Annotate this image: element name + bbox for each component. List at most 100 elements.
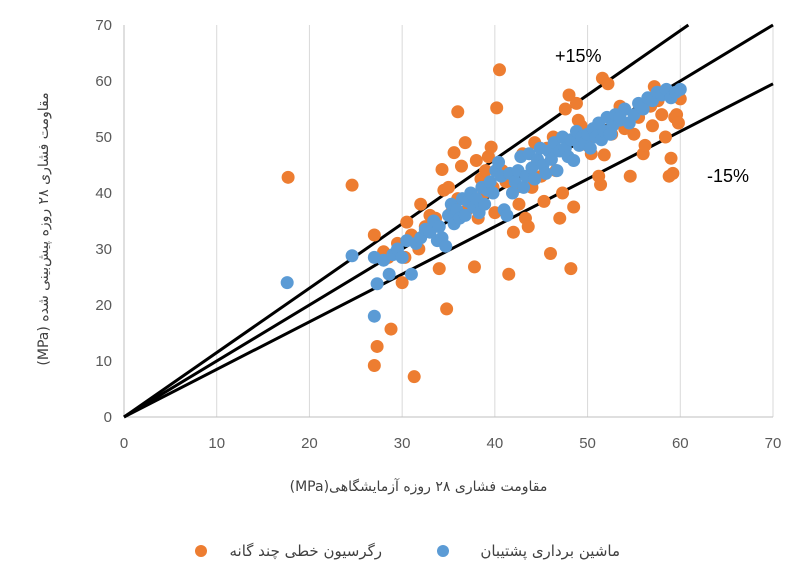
point-s1-42 bbox=[500, 208, 514, 222]
x-tick-50: 50 bbox=[579, 435, 596, 452]
point-s1-11 bbox=[404, 267, 418, 281]
x-axis-title: مقاومت فشاری ۲۸ روزه آزمایشگاهی(MPa) bbox=[290, 478, 548, 495]
point-s0-52 bbox=[521, 220, 535, 234]
point-s0-9 bbox=[395, 276, 409, 290]
y-tick-50: 50 bbox=[95, 129, 112, 146]
point-s0-43 bbox=[492, 63, 506, 77]
point-s0-28 bbox=[454, 159, 468, 173]
point-s1-96 bbox=[604, 127, 618, 141]
point-s0-0 bbox=[281, 170, 295, 184]
point-s1-58 bbox=[544, 152, 558, 166]
y-tick-40: 40 bbox=[95, 185, 112, 202]
point-s1-36 bbox=[483, 175, 497, 189]
point-s1-39 bbox=[492, 155, 506, 169]
point-s0-46 bbox=[502, 267, 516, 281]
point-s0-19 bbox=[432, 262, 446, 276]
point-s1-97 bbox=[613, 110, 627, 124]
point-s0-100 bbox=[671, 116, 685, 130]
point-s0-13 bbox=[407, 370, 421, 384]
point-s0-22 bbox=[440, 302, 454, 316]
point-s0-1 bbox=[345, 178, 359, 192]
point-s0-88 bbox=[638, 138, 652, 152]
point-s1-60 bbox=[550, 164, 564, 178]
point-s0-57 bbox=[537, 194, 551, 208]
plus-15-label: +15% bbox=[555, 46, 602, 66]
x-tick-70: 70 bbox=[765, 435, 782, 452]
point-s0-3 bbox=[367, 358, 381, 372]
point-s0-32 bbox=[467, 260, 481, 274]
point-s0-85 bbox=[627, 127, 641, 141]
vertical-gridlines bbox=[216, 25, 774, 417]
point-s1-95 bbox=[673, 82, 687, 96]
point-s1-6 bbox=[382, 267, 396, 281]
axes bbox=[123, 25, 773, 418]
point-s0-78 bbox=[597, 148, 611, 162]
point-s1-48 bbox=[517, 180, 531, 194]
point-s1-20 bbox=[439, 239, 453, 253]
point-s0-63 bbox=[556, 186, 570, 200]
point-s0-4 bbox=[370, 339, 384, 353]
point-s0-37 bbox=[479, 164, 493, 178]
point-s0-2 bbox=[367, 228, 381, 242]
y-tick-0: 0 bbox=[104, 409, 112, 426]
x-tick-60: 60 bbox=[672, 435, 689, 452]
point-s0-26 bbox=[451, 105, 465, 119]
legend-marker-regression bbox=[195, 545, 207, 557]
y-tick-10: 10 bbox=[95, 353, 112, 370]
point-s0-64 bbox=[558, 102, 572, 116]
data-points bbox=[280, 63, 687, 384]
point-s0-94 bbox=[658, 130, 672, 144]
y-tick-60: 60 bbox=[95, 73, 112, 90]
point-s0-42 bbox=[490, 101, 504, 115]
point-s0-39 bbox=[484, 140, 498, 154]
point-s0-79 bbox=[601, 77, 615, 91]
point-s1-37 bbox=[486, 186, 500, 200]
point-s0-66 bbox=[564, 262, 578, 276]
minus-15-label: -15% bbox=[707, 166, 749, 186]
x-tick-40: 40 bbox=[487, 435, 504, 452]
point-s1-27 bbox=[458, 208, 472, 222]
point-s0-29 bbox=[458, 136, 472, 150]
point-s0-68 bbox=[569, 96, 583, 110]
point-s1-52 bbox=[528, 172, 542, 186]
y-tick-20: 20 bbox=[95, 297, 112, 314]
y-tick-30: 30 bbox=[95, 241, 112, 258]
legend-label-regression: رگرسیون خطی چند گانه bbox=[229, 542, 382, 560]
point-s0-93 bbox=[655, 108, 669, 122]
point-s0-76 bbox=[594, 178, 608, 192]
point-s1-34 bbox=[478, 197, 492, 211]
point-s0-11 bbox=[400, 215, 414, 229]
point-s0-20 bbox=[435, 162, 449, 176]
point-s1-18 bbox=[432, 220, 446, 234]
point-s0-25 bbox=[447, 146, 461, 160]
point-s1-44 bbox=[505, 186, 519, 200]
point-s0-15 bbox=[414, 197, 428, 211]
point-s0-84 bbox=[623, 169, 637, 183]
point-s0-97 bbox=[666, 166, 680, 180]
point-s0-49 bbox=[512, 197, 526, 211]
point-s1-72 bbox=[583, 141, 597, 155]
y-tick-70: 70 bbox=[95, 17, 112, 34]
y-axis-title: مقاومت فشاری ۲۸ روزه پیش‌بینی شده (MPa) bbox=[36, 92, 52, 365]
y-tick-labels: 0 10 20 30 40 50 60 70 bbox=[95, 17, 112, 426]
legend-marker-svm bbox=[437, 545, 449, 557]
point-s0-62 bbox=[553, 211, 567, 225]
x-tick-20: 20 bbox=[301, 435, 318, 452]
legend-label-svm: ماشین برداری پشتیبان bbox=[480, 542, 620, 561]
x-tick-labels: 0 10 20 30 40 50 60 70 bbox=[120, 435, 782, 452]
point-s1-87 bbox=[636, 102, 650, 116]
point-s0-59 bbox=[543, 246, 557, 260]
point-s0-96 bbox=[664, 151, 678, 165]
point-s1-1 bbox=[345, 249, 359, 263]
x-tick-0: 0 bbox=[120, 435, 128, 452]
x-tick-30: 30 bbox=[394, 435, 411, 452]
point-s0-23 bbox=[442, 180, 455, 194]
point-s0-7 bbox=[384, 322, 398, 336]
point-s1-3 bbox=[367, 309, 381, 323]
x-tick-10: 10 bbox=[208, 435, 225, 452]
point-s0-90 bbox=[645, 119, 659, 133]
point-s1-56 bbox=[539, 166, 553, 180]
point-s0-47 bbox=[506, 225, 520, 239]
point-s0-65 bbox=[562, 88, 576, 102]
